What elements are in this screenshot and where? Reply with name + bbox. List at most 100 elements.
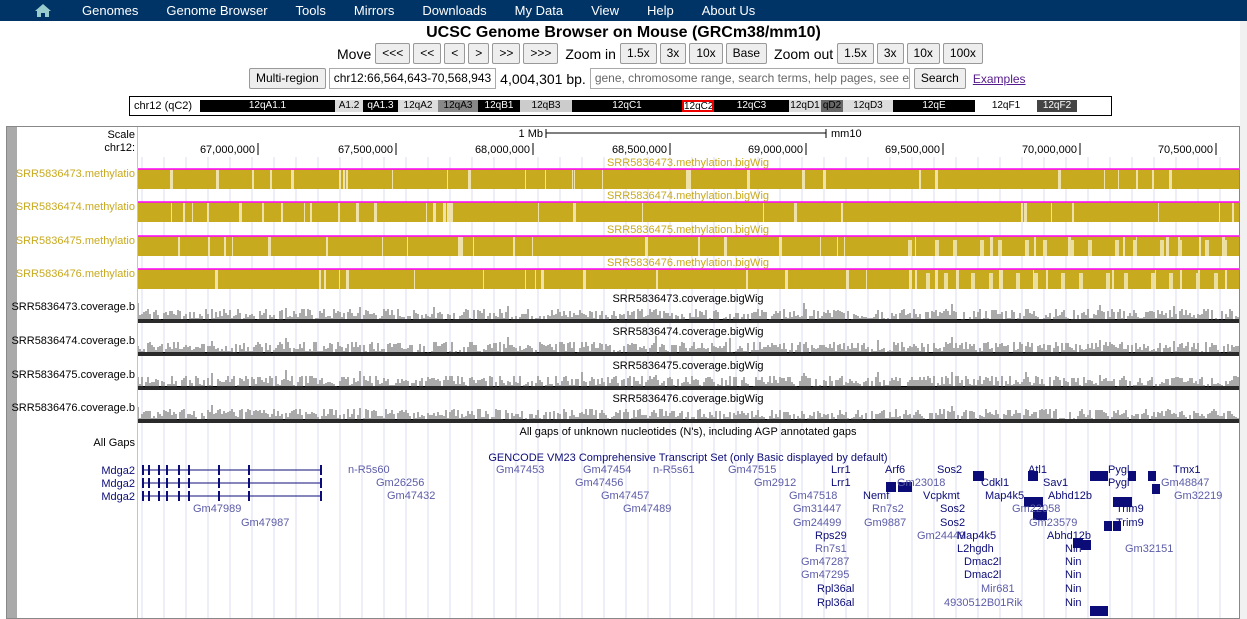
zoom-in-3x-button[interactable]: 3x — [659, 43, 687, 64]
gene-label[interactable]: Gm47454 — [583, 464, 632, 476]
gene-label[interactable]: Nin — [1065, 597, 1082, 609]
gene-label[interactable]: Gm47287 — [801, 556, 850, 568]
home-icon[interactable] — [28, 3, 58, 18]
move-small-left-button[interactable]: < — [444, 43, 466, 64]
gene-label[interactable]: Gm47432 — [387, 490, 436, 502]
gene-label[interactable]: Trim9 — [1116, 517, 1144, 529]
gene-label[interactable]: Gm24449 — [917, 530, 966, 542]
nav-my-data[interactable]: My Data — [514, 3, 564, 18]
gene-label[interactable]: Sos2 — [940, 503, 966, 515]
gene-label[interactable]: Lrr1 — [831, 477, 851, 489]
nav-downloads[interactable]: Downloads — [422, 3, 487, 18]
methylation-track-label[interactable]: SRR5836475.methylatio — [15, 235, 135, 247]
gene-label[interactable]: Vcpkmt — [923, 490, 960, 502]
gene-label[interactable]: Gm47295 — [801, 569, 850, 581]
gene-label[interactable]: Arf6 — [885, 464, 906, 476]
zoom-in-1-5x-button[interactable]: 1.5x — [619, 43, 657, 64]
ideogram-band[interactable]: 12qA2 — [398, 100, 438, 112]
gene-label[interactable]: Pygl — [1108, 477, 1130, 489]
gene-label[interactable]: Nin — [1065, 556, 1082, 568]
move-small-right-button[interactable]: > — [468, 43, 490, 64]
gene-label[interactable]: Cdkl1 — [981, 477, 1010, 489]
gene-label[interactable]: Gm9887 — [864, 517, 907, 529]
ideogram-band[interactable]: A1.2 — [335, 100, 363, 112]
gene-label[interactable]: Abhd12b — [1047, 530, 1092, 542]
gene-label[interactable]: Mir681 — [981, 583, 1015, 595]
gene-label[interactable]: Abhd12b — [1048, 490, 1093, 502]
ideogram-band[interactable]: 12qA3 — [438, 100, 478, 112]
move-right-button[interactable]: >> — [492, 43, 521, 64]
gene-label[interactable]: Rpl36al — [817, 597, 855, 609]
position-field[interactable]: chr12:66,564,643-70,568,943 — [328, 68, 497, 89]
track-data-area[interactable]: 1 Mb mm10 67,000,000 67,500,000 68,000,000 68… — [138, 127, 1240, 618]
gene-label[interactable]: Dmac2l — [964, 569, 1002, 581]
gene-label[interactable]: Rn7s1 — [815, 543, 847, 555]
ideogram-band[interactable]: 12qB3 — [520, 100, 572, 112]
gene-label[interactable]: n-R5s61 — [653, 464, 695, 476]
multi-region-button[interactable]: Multi-region — [249, 68, 326, 89]
examples-link[interactable]: Examples — [972, 71, 1026, 86]
nav-help[interactable]: Help — [647, 3, 674, 18]
gene-label[interactable]: L2hgdh — [957, 543, 994, 555]
nav-genome-browser[interactable]: Genome Browser — [166, 3, 268, 18]
ideogram-band[interactable]: 12qF1 — [975, 100, 1037, 112]
gene-label[interactable]: Atl1 — [1028, 464, 1047, 476]
nav-tools[interactable]: Tools — [295, 3, 326, 18]
nav-genomes[interactable]: Genomes — [82, 3, 139, 18]
gene-label[interactable]: Gm47456 — [575, 477, 624, 489]
gene-label[interactable]: Lrr1 — [831, 464, 851, 476]
nav-about-us[interactable]: About Us — [701, 3, 756, 18]
gene-label[interactable]: Nin — [1065, 543, 1082, 555]
gene-label[interactable]: Gm22058 — [1012, 503, 1061, 515]
gene-label[interactable]: Nin — [1065, 583, 1082, 595]
ideogram-band[interactable]: 12qD3 — [843, 100, 893, 112]
coverage-track-label[interactable]: SRR5836475.coverage.b — [11, 369, 135, 381]
ideogram-band[interactable]: 12qC3 — [714, 100, 789, 112]
gene-label[interactable]: Rpl36al — [817, 583, 855, 595]
gene-label[interactable]: Map4k5 — [985, 490, 1025, 502]
zoom-out-10x-button[interactable]: 10x — [906, 43, 940, 64]
gene-label[interactable]: Gm24499 — [793, 517, 842, 529]
all-gaps-label[interactable]: All Gaps — [93, 437, 135, 449]
vertical-scrollbar[interactable] — [1240, 21, 1247, 619]
zoom-base-button[interactable]: Base — [725, 43, 768, 64]
move-far-right-button[interactable]: >>> — [523, 43, 559, 64]
gene-label[interactable]: Gm47489 — [623, 503, 672, 515]
ideogram-band[interactable]: 12qF2 — [1037, 100, 1077, 112]
gene-label[interactable]: Gm31447 — [793, 503, 842, 515]
gene-label[interactable]: Gm47457 — [601, 490, 650, 502]
zoom-out-100x-button[interactable]: 100x — [942, 43, 983, 64]
gene-label[interactable]: Nin — [1065, 569, 1082, 581]
gene-label[interactable]: Gm26256 — [376, 477, 425, 489]
coverage-track-label[interactable]: SRR5836476.coverage.b — [11, 402, 135, 414]
gene-label[interactable]: Gm47989 — [193, 503, 242, 515]
ideogram-band[interactable]: qD2 — [821, 100, 843, 112]
methylation-track-label[interactable]: SRR5836473.methylatio — [15, 168, 135, 180]
nav-mirrors[interactable]: Mirrors — [353, 3, 395, 18]
move-far-left-button[interactable]: <<< — [375, 43, 411, 64]
track-viewer[interactable]: Scale chr12: SRR5836473.methylatio SRR58… — [6, 126, 1240, 619]
gene-label[interactable]: Rps29 — [815, 530, 847, 542]
gene-label[interactable]: Gm48847 — [1161, 477, 1210, 489]
zoom-out-3x-button[interactable]: 3x — [876, 43, 904, 64]
zoom-in-10x-button[interactable]: 10x — [689, 43, 723, 64]
gene-track-label[interactable]: Mdga2 — [101, 465, 135, 477]
methylation-track-label[interactable]: SRR5836476.methylatio — [15, 268, 135, 280]
ideogram-band[interactable]: 12qE — [893, 100, 975, 112]
coverage-track-label[interactable]: SRR5836473.coverage.b — [11, 301, 135, 313]
gene-track-label[interactable]: Mdga2 — [101, 491, 135, 503]
gene-label[interactable]: Gm32151 — [1125, 543, 1174, 555]
coverage-track-label[interactable]: SRR5836474.coverage.b — [11, 335, 135, 347]
gene-label[interactable]: Dmac2l — [964, 556, 1002, 568]
move-left-button[interactable]: << — [413, 43, 442, 64]
gene-track-label[interactable]: Mdga2 — [101, 478, 135, 490]
search-input[interactable]: gene, chromosome range, search terms, he… — [589, 68, 910, 89]
gene-label[interactable]: Gm32219 — [1174, 490, 1223, 502]
gene-label[interactable]: Trim9 — [1116, 503, 1144, 515]
gene-label[interactable]: Tmx1 — [1173, 464, 1201, 476]
ideogram-band[interactable]: 12qD1 — [789, 100, 821, 112]
gene-label[interactable]: Map4k5 — [957, 530, 997, 542]
track-drag-strip[interactable] — [7, 127, 17, 618]
chromosome-ideogram[interactable]: chr12 (qC2) 12qA1.1 A1.2 qA1.3 12qA2 12qA3 12… — [129, 96, 1112, 116]
gene-label[interactable]: Nemf — [863, 490, 890, 502]
